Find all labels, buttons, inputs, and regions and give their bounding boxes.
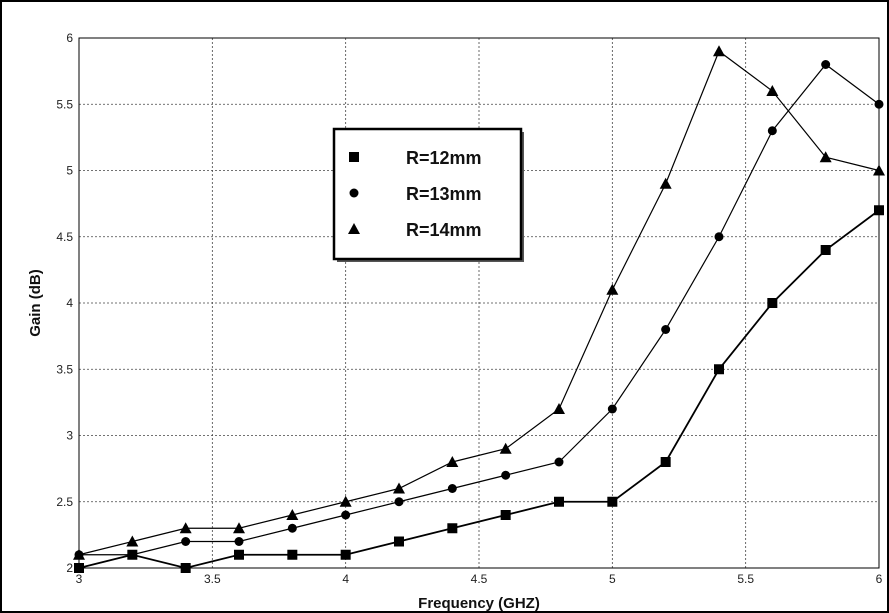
series-R=13mm — [74, 60, 884, 560]
series — [73, 45, 885, 573]
y-axis-title: Gain (dB) — [27, 269, 44, 337]
data-point-circle — [874, 99, 884, 109]
x-tick-label: 4.5 — [471, 572, 488, 586]
data-point-triangle — [499, 442, 512, 454]
data-point-circle — [127, 550, 137, 560]
data-point-square — [874, 205, 884, 216]
data-point-square — [820, 245, 831, 255]
x-tick-label: 5.5 — [737, 572, 754, 586]
data-point-square — [767, 298, 778, 308]
data-point-circle — [821, 60, 831, 69]
tick-labels: 3 3.5 4 4.5 5 5.5 6 2 2.5 3 3.5 4 4.5 5 5.5 6 — [56, 31, 882, 586]
data-point-triangle — [659, 177, 672, 189]
legend: R=12mm R=13mm R=14mm — [332, 127, 524, 262]
data-point-triangle — [553, 403, 565, 414]
data-point-circle — [501, 470, 511, 480]
data-point-triangle — [606, 283, 619, 295]
grid — [79, 38, 879, 568]
x-axis-title: Frequency (GHZ) — [418, 595, 540, 612]
data-point-triangle — [766, 85, 779, 96]
data-point-circle — [661, 325, 671, 334]
series-R=12mm — [74, 205, 884, 573]
data-point-triangle — [233, 522, 245, 534]
data-point-triangle — [73, 548, 85, 560]
data-point-square — [340, 549, 351, 560]
legend-label: R=14mm — [406, 220, 482, 240]
y-tick-label: 4.5 — [56, 230, 73, 244]
data-point-square — [394, 536, 404, 547]
x-tick-label: 3.5 — [204, 572, 221, 586]
y-tick-label: 3 — [66, 429, 73, 443]
data-point-triangle — [286, 509, 299, 520]
legend-label: R=12mm — [406, 148, 482, 168]
plot-border — [78, 37, 880, 569]
legend-label: R=13mm — [406, 184, 482, 204]
data-point-square — [714, 364, 724, 375]
y-tick-label: 6 — [66, 31, 73, 45]
data-point-triangle — [179, 522, 192, 534]
x-tick-label: 4 — [342, 572, 349, 586]
data-point-square — [447, 523, 458, 534]
legend-entries: R=12mm R=13mm R=14mm — [348, 148, 482, 240]
data-point-circle — [394, 497, 404, 507]
y-tick-label: 2 — [66, 561, 73, 575]
data-point-square — [660, 457, 671, 467]
data-point-square — [554, 496, 564, 507]
data-point-circle — [447, 484, 457, 493]
series-line — [79, 63, 880, 556]
series-line — [78, 50, 880, 556]
data-point-square — [500, 510, 511, 520]
legend-marker-triangle — [348, 223, 360, 234]
data-point-square — [287, 549, 298, 560]
y-tick-label: 3.5 — [56, 362, 73, 376]
x-tick-label: 6 — [876, 572, 883, 586]
data-point-square — [180, 563, 191, 573]
data-point-triangle — [393, 482, 405, 494]
legend-box — [332, 127, 523, 261]
data-point-triangle — [446, 456, 459, 467]
data-point-triangle — [339, 495, 352, 507]
data-point-triangle — [126, 535, 139, 547]
y-tick-label: 5 — [66, 164, 73, 178]
data-point-circle — [607, 404, 617, 414]
y-tick-label: 2.5 — [56, 495, 73, 509]
x-tick-label: 3 — [76, 572, 83, 586]
data-point-square — [74, 563, 84, 573]
data-point-circle — [341, 510, 351, 520]
data-point-circle — [554, 457, 564, 467]
data-point-circle — [714, 232, 724, 242]
series-R=14mm — [73, 45, 885, 560]
series-line — [78, 209, 880, 569]
legend-marker-square — [349, 152, 359, 162]
data-point-square — [234, 549, 244, 560]
data-point-triangle — [873, 164, 885, 176]
data-point-square — [607, 496, 618, 507]
legend-marker-circle — [349, 188, 359, 198]
y-tick-label: 4 — [66, 296, 73, 310]
data-point-circle — [181, 537, 191, 546]
data-point-circle — [234, 537, 244, 546]
data-point-triangle — [713, 45, 725, 57]
x-tick-label: 5 — [609, 572, 616, 586]
data-point-circle — [767, 126, 777, 136]
data-point-triangle — [819, 151, 832, 163]
y-tick-label: 5.5 — [56, 97, 73, 111]
data-point-circle — [287, 523, 297, 533]
